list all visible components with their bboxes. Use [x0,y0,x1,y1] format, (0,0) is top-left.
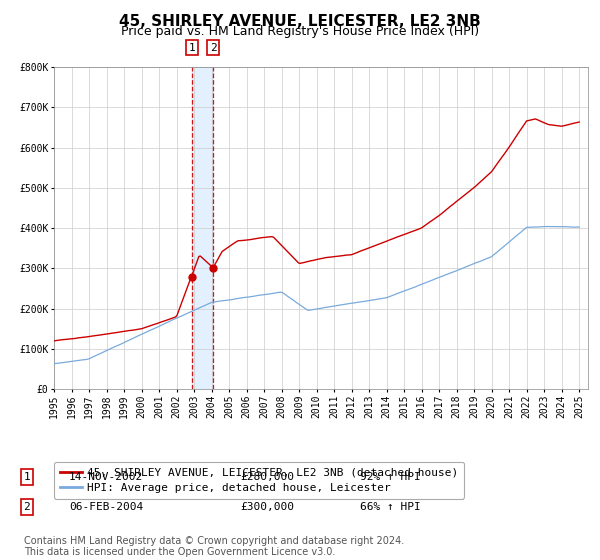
Text: 45, SHIRLEY AVENUE, LEICESTER, LE2 3NB: 45, SHIRLEY AVENUE, LEICESTER, LE2 3NB [119,14,481,29]
Text: 2: 2 [23,502,31,512]
Text: Contains HM Land Registry data © Crown copyright and database right 2024.
This d: Contains HM Land Registry data © Crown c… [24,535,404,557]
Text: 1: 1 [188,43,195,53]
Text: 92% ↑ HPI: 92% ↑ HPI [360,472,421,482]
Bar [192,67,213,389]
Text: 1: 1 [23,472,31,482]
Text: 14-NOV-2002: 14-NOV-2002 [69,472,143,482]
Text: Price paid vs. HM Land Registry's House Price Index (HPI): Price paid vs. HM Land Registry's House … [121,25,479,38]
Text: 2: 2 [210,43,217,53]
Legend: 45, SHIRLEY AVENUE, LEICESTER, LE2 3NB (detached house), HPI: Average price, det: 45, SHIRLEY AVENUE, LEICESTER, LE2 3NB (… [54,462,464,499]
Text: 06-FEB-2004: 06-FEB-2004 [69,502,143,512]
Text: 66% ↑ HPI: 66% ↑ HPI [360,502,421,512]
Text: £280,000: £280,000 [240,472,294,482]
Text: £300,000: £300,000 [240,502,294,512]
